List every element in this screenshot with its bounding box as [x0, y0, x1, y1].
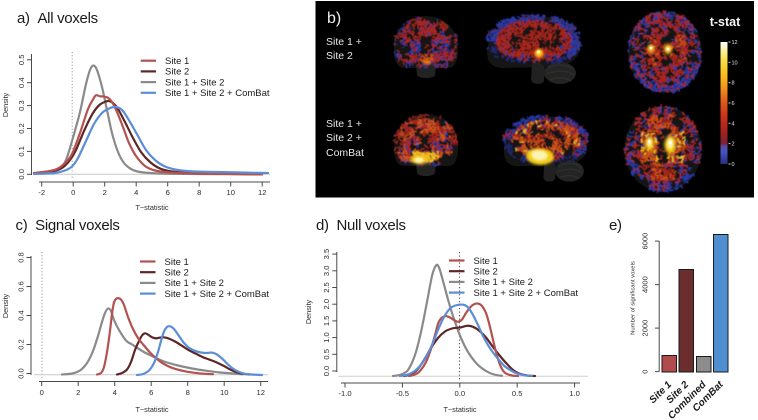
svg-text:0.0: 0.0 — [455, 389, 466, 398]
svg-text:T−statistic: T−statistic — [135, 203, 168, 212]
svg-text:10: 10 — [732, 60, 738, 66]
svg-text:10: 10 — [220, 388, 228, 397]
svg-text:2.5: 2.5 — [322, 282, 331, 293]
svg-text:Number of significant voxels: Number of significant voxels — [631, 261, 637, 335]
svg-text:c) Signal voxels: c) Signal voxels — [16, 217, 120, 234]
svg-text:12: 12 — [256, 388, 264, 397]
svg-text:6: 6 — [149, 388, 153, 397]
svg-text:0.4: 0.4 — [17, 77, 26, 88]
svg-text:b): b) — [327, 10, 341, 27]
svg-text:Site 2: Site 2 — [326, 50, 353, 62]
svg-text:1.0: 1.0 — [569, 389, 580, 398]
svg-text:T−statistic: T−statistic — [135, 405, 168, 414]
svg-text:Site 1: Site 1 — [165, 56, 189, 67]
svg-text:6: 6 — [732, 101, 735, 107]
svg-text:6000: 6000 — [641, 233, 650, 250]
svg-text:Density: Density — [304, 299, 313, 324]
svg-text:0.0: 0.0 — [322, 366, 331, 377]
svg-text:8: 8 — [186, 388, 190, 397]
svg-text:4: 4 — [134, 188, 138, 197]
svg-text:d) Null voxels: d) Null voxels — [316, 217, 406, 234]
svg-text:0: 0 — [641, 370, 650, 374]
svg-text:Site 1 + Site 2: Site 1 + Site 2 — [165, 77, 224, 88]
svg-text:4: 4 — [732, 121, 735, 127]
svg-text:10: 10 — [226, 188, 234, 197]
svg-text:ComBat: ComBat — [326, 147, 364, 159]
svg-text:e): e) — [609, 217, 622, 234]
svg-text:0.6: 0.6 — [17, 281, 26, 292]
svg-text:Site 1 + Site 2 + ComBat: Site 1 + Site 2 + ComBat — [474, 288, 579, 299]
svg-text:12: 12 — [732, 40, 738, 46]
svg-text:2: 2 — [732, 142, 735, 148]
svg-text:0.8: 0.8 — [17, 252, 26, 263]
svg-text:0.2: 0.2 — [17, 123, 26, 134]
svg-text:3.5: 3.5 — [322, 249, 331, 260]
svg-text:Site 2: Site 2 — [474, 267, 498, 278]
svg-text:0: 0 — [732, 162, 735, 168]
svg-text:0.1: 0.1 — [17, 146, 26, 157]
svg-text:4: 4 — [113, 388, 117, 397]
svg-text:T−statistic: T−statistic — [443, 405, 476, 414]
svg-text:Site 1: Site 1 — [474, 256, 498, 267]
svg-text:Site 2 +: Site 2 + — [326, 132, 362, 144]
svg-text:0.4: 0.4 — [17, 310, 26, 321]
svg-text:6: 6 — [166, 188, 170, 197]
svg-text:2: 2 — [103, 188, 107, 197]
svg-text:2000: 2000 — [641, 320, 650, 337]
svg-text:Density: Density — [1, 293, 10, 318]
svg-text:Site 1 + Site 2: Site 1 + Site 2 — [474, 277, 533, 288]
svg-text:0: 0 — [40, 388, 44, 397]
svg-text:-1.0: -1.0 — [338, 389, 351, 398]
svg-text:Site 1 +: Site 1 + — [326, 118, 362, 130]
svg-text:0.3: 0.3 — [17, 100, 26, 111]
svg-text:8: 8 — [732, 81, 735, 87]
svg-text:0.0: 0.0 — [17, 169, 26, 180]
svg-text:-0.5: -0.5 — [396, 389, 409, 398]
svg-text:1.5: 1.5 — [322, 316, 331, 327]
svg-text:a) All voxels: a) All voxels — [17, 10, 98, 27]
svg-text:0: 0 — [71, 188, 75, 197]
svg-text:0.0: 0.0 — [17, 368, 26, 379]
svg-text:Density: Density — [1, 92, 10, 117]
svg-text:4000: 4000 — [641, 276, 650, 293]
svg-text:2.0: 2.0 — [322, 299, 331, 310]
svg-text:Site 2: Site 2 — [165, 268, 189, 279]
svg-text:t-stat: t-stat — [710, 15, 741, 29]
svg-text:Site 1: Site 1 — [165, 257, 189, 268]
svg-text:1.0: 1.0 — [322, 332, 331, 343]
svg-text:-2: -2 — [38, 188, 45, 197]
svg-text:2: 2 — [76, 388, 80, 397]
svg-text:Site 1 + Site 2: Site 1 + Site 2 — [165, 278, 224, 289]
svg-text:0.2: 0.2 — [17, 339, 26, 350]
svg-text:0.5: 0.5 — [322, 349, 331, 360]
svg-text:0.5: 0.5 — [512, 389, 523, 398]
svg-text:Site 1 + Site 2 + ComBat: Site 1 + Site 2 + ComBat — [165, 88, 270, 99]
svg-text:3.0: 3.0 — [322, 266, 331, 277]
svg-text:12: 12 — [258, 188, 266, 197]
svg-text:Site 1 + Site 2 + ComBat: Site 1 + Site 2 + ComBat — [165, 289, 270, 300]
svg-text:Site 1 +: Site 1 + — [326, 36, 362, 48]
svg-text:0.5: 0.5 — [17, 55, 26, 66]
svg-text:8: 8 — [197, 188, 201, 197]
svg-text:Site 2: Site 2 — [165, 67, 189, 78]
